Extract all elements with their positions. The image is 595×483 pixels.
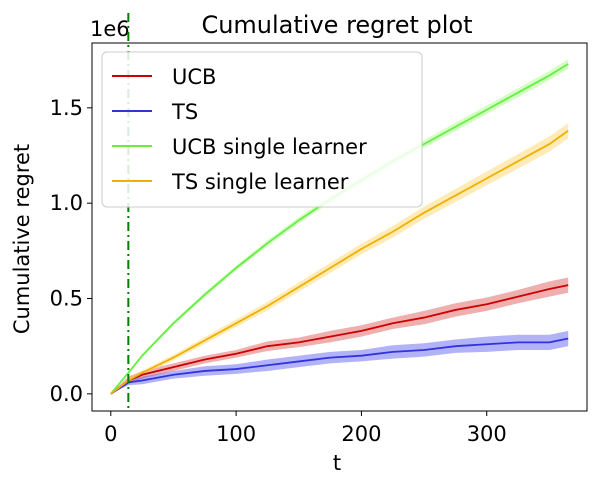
y-tick-label: 1.0 — [50, 191, 83, 215]
plot-frame — [91, 42, 588, 412]
legend-label-0: UCB — [172, 65, 216, 89]
axis-ticks: 0 100 200 300 0.0 0.5 1.0 1.5 — [50, 96, 507, 446]
legend-label-1: TS — [171, 100, 198, 124]
x-tick-label: 200 — [341, 422, 381, 446]
series-band-3 — [110, 123, 569, 394]
series-line-0 — [110, 284, 569, 395]
series-line-3 — [110, 129, 569, 395]
y-tick-label: 0.0 — [50, 382, 83, 406]
x-tick-label: 0 — [104, 422, 117, 446]
chart-title: Cumulative regret plot — [201, 11, 472, 39]
y-tick-label: 1.5 — [50, 96, 83, 120]
legend: UCB TS UCB single learner TS single learner — [101, 51, 423, 208]
y-axis-scale-label: 1e6 — [90, 17, 130, 41]
x-tick-label: 100 — [216, 422, 256, 446]
y-axis-label: Cumulative regret — [10, 144, 34, 334]
x-tick-label: 300 — [467, 422, 507, 446]
legend-box — [101, 51, 423, 208]
legend-label-3: TS single learner — [171, 170, 349, 194]
series-line-1 — [110, 337, 569, 395]
series-band-2 — [110, 59, 569, 394]
legend-label-2: UCB single learner — [172, 135, 367, 159]
x-axis-label: t — [333, 451, 341, 475]
y-tick-label: 0.5 — [50, 287, 83, 311]
